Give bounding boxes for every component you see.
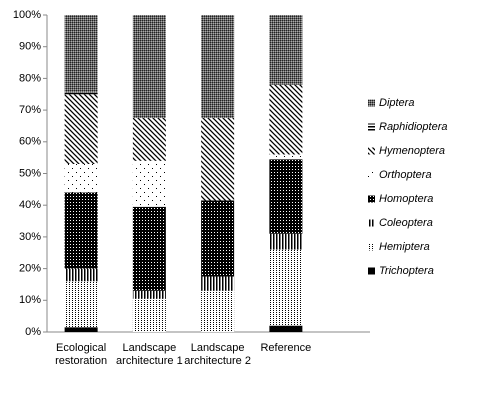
legend-label: Diptera <box>379 97 414 109</box>
legend-swatch <box>368 219 375 227</box>
y-tick-label: 70% <box>19 104 41 116</box>
y-tick-label: 10% <box>19 294 41 306</box>
bar-segment <box>132 160 166 207</box>
bar-segment <box>64 15 98 93</box>
legend-swatch <box>368 99 375 107</box>
legend-label: Trichoptera <box>379 265 434 277</box>
legend-swatch <box>368 195 375 203</box>
bar-segment <box>269 154 303 160</box>
legend-label: Hymenoptera <box>379 145 445 157</box>
bar-segment <box>269 233 303 250</box>
legend-label: Coleoptera <box>379 217 433 229</box>
y-tick-label: 0% <box>25 326 41 338</box>
bar-segment <box>201 15 235 119</box>
bar-segment <box>201 276 235 291</box>
bar-segment <box>269 325 303 332</box>
x-tick-label-box: Landscape architecture 2 <box>184 342 251 367</box>
bar-segment <box>132 118 166 161</box>
legend-swatch <box>368 123 375 131</box>
bar-segment <box>269 159 303 234</box>
legend-swatch <box>368 147 375 155</box>
x-tick-label-box: Ecological restoration <box>55 342 108 367</box>
y-tick-label: 50% <box>19 167 41 179</box>
legend-label: Raphidioptera <box>379 121 448 133</box>
bar-segment <box>64 192 98 269</box>
bar-segment <box>64 281 98 328</box>
bar-segment <box>201 290 235 332</box>
bar-segment <box>64 327 98 332</box>
y-tick-label: 20% <box>19 263 41 275</box>
bar-segment <box>64 163 98 193</box>
legend-swatch <box>368 267 375 275</box>
bar-segment <box>201 118 235 201</box>
legend-label: Homoptera <box>379 193 433 205</box>
y-tick-label: 80% <box>19 72 41 84</box>
y-tick-label: 60% <box>19 136 41 148</box>
bar-segment <box>132 15 166 119</box>
x-tick-label: Landscape architecture 1 <box>116 342 183 367</box>
bar-segment <box>201 200 235 277</box>
bar-segment <box>269 249 303 326</box>
bar-segment <box>132 206 166 291</box>
legend-label: Hemiptera <box>379 241 430 253</box>
x-tick-label: Landscape architecture 2 <box>184 342 251 367</box>
bar-segment <box>64 94 98 164</box>
y-tick-label: 100% <box>13 9 41 21</box>
bar-segment <box>269 84 303 155</box>
x-tick-label: Reference <box>260 342 312 354</box>
y-tick-label: 40% <box>19 199 41 211</box>
x-tick-label: Ecological restoration <box>55 342 108 367</box>
y-tick-label: 30% <box>19 231 41 243</box>
legend-swatch <box>368 243 375 251</box>
bar-segment <box>64 268 98 282</box>
legend-label: Orthoptera <box>379 169 432 181</box>
bar-segment <box>132 298 166 332</box>
bar-segment <box>132 290 166 299</box>
x-tick-label-box: Landscape architecture 1 <box>116 342 183 367</box>
bar-segment <box>269 15 303 85</box>
x-tick-label-box: Reference <box>260 342 312 354</box>
bar-segment <box>64 92 98 95</box>
legend-swatch <box>368 171 375 179</box>
y-tick-label: 90% <box>19 41 41 53</box>
